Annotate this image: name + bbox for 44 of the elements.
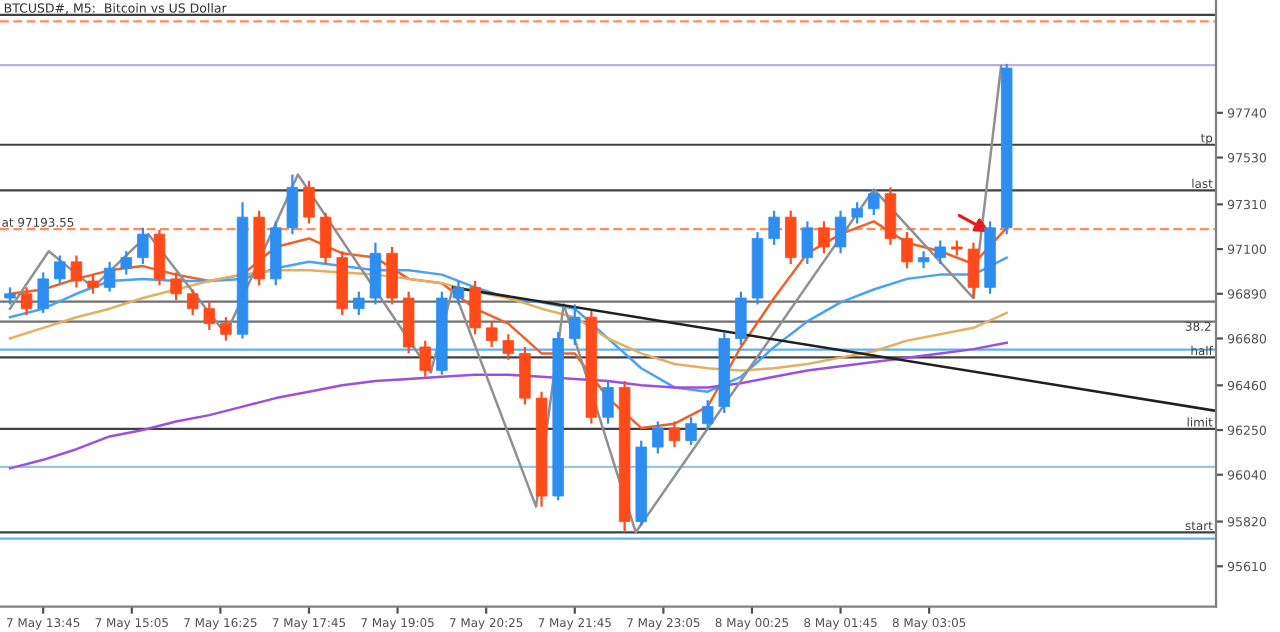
candlestick <box>220 316 232 342</box>
candlestick <box>120 250 132 276</box>
candlestick <box>37 271 49 315</box>
candlestick <box>369 241 382 306</box>
candlestick <box>602 379 614 425</box>
candlestick <box>768 209 780 246</box>
candlestick <box>851 201 863 225</box>
candlestick <box>785 209 797 266</box>
candlestick <box>834 209 847 255</box>
candlestick <box>884 186 897 246</box>
candlestick <box>419 339 431 378</box>
candlestick <box>170 271 182 302</box>
candlestick <box>203 301 216 332</box>
candlestick <box>87 273 99 295</box>
candlestick <box>685 416 697 447</box>
candlestick <box>668 420 681 449</box>
candlestick <box>901 230 913 270</box>
candlestick <box>319 211 332 266</box>
candlestick <box>569 303 581 346</box>
candlestick <box>701 399 714 432</box>
candlestick <box>20 286 33 317</box>
candlestick <box>801 220 814 266</box>
candlestick <box>137 226 149 266</box>
candlestick <box>967 241 980 300</box>
candlestick <box>153 228 166 287</box>
candlestick <box>485 320 498 349</box>
candlestick <box>386 245 398 306</box>
candlestick <box>934 239 946 266</box>
candlestick <box>353 290 365 317</box>
candlestick <box>818 220 830 255</box>
candlestick <box>54 254 66 285</box>
candlestick <box>303 179 315 225</box>
candlestick <box>502 333 515 361</box>
line-series <box>8 341 1008 470</box>
candlestick <box>186 288 199 317</box>
candlestick <box>452 279 465 306</box>
candlestick <box>735 290 747 346</box>
candlestick <box>519 345 531 406</box>
candlestick <box>70 254 83 289</box>
candlestick <box>652 420 664 455</box>
candlestick <box>286 173 299 236</box>
candlestick <box>103 260 116 293</box>
candlestick <box>469 279 481 336</box>
candlestick <box>868 188 880 217</box>
